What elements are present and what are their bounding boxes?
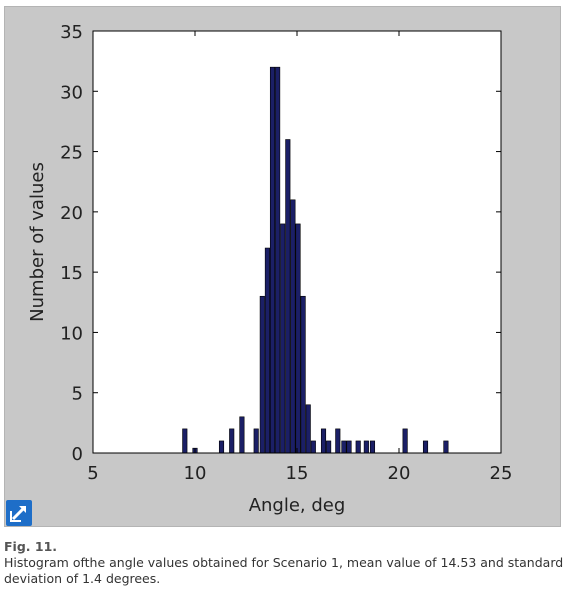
- histogram-bar: [275, 66, 281, 454]
- histogram-bar: [355, 440, 361, 454]
- histogram-bar: [320, 428, 327, 454]
- x-tick-label: 10: [184, 463, 207, 484]
- histogram-bar: [335, 428, 341, 454]
- x-axis-label: Angle, deg: [249, 495, 346, 516]
- histogram-bar: [363, 440, 369, 454]
- histogram-bar: [295, 223, 301, 454]
- histogram-bar: [369, 440, 376, 454]
- histogram-bar: [259, 295, 265, 454]
- histogram-bar: [402, 428, 408, 454]
- x-tick-label: 15: [286, 463, 309, 484]
- figure-label: Fig. 11.: [4, 539, 58, 554]
- y-tick-label: 15: [60, 263, 83, 284]
- histogram-bar: [280, 223, 286, 454]
- histogram-bar: [285, 139, 291, 454]
- histogram-bar: [310, 440, 316, 454]
- histogram-bar: [229, 428, 235, 454]
- histogram-bar: [218, 440, 225, 454]
- figure-caption-text: Histogram ofthe angle values obtained fo…: [4, 555, 564, 586]
- y-tick-label: 35: [60, 22, 83, 43]
- histogram-bar: [182, 428, 188, 454]
- histogram-bar: [341, 440, 347, 454]
- histogram-bar: [305, 404, 311, 454]
- histogram-bar: [290, 199, 296, 454]
- y-tick-label: 10: [60, 323, 83, 344]
- x-tick-label: 25: [490, 463, 513, 484]
- expand-arrow-icon: [10, 506, 26, 522]
- y-axis-label: Number of values: [27, 162, 48, 322]
- histogram-bar: [443, 440, 449, 454]
- figure-frame: 5 10 15 20 25 0 5 10 15 20 25 30 35 Angle, deg Number …: [4, 6, 561, 527]
- y-tick-label: 5: [72, 384, 83, 405]
- histogram-bar: [300, 295, 306, 454]
- x-tick-label: 5: [87, 463, 98, 484]
- histogram-bar: [422, 440, 429, 454]
- expand-figure-button[interactable]: [6, 500, 32, 526]
- histogram-bar: [264, 247, 270, 454]
- histogram-bar: [239, 416, 245, 454]
- y-tick-label: 0: [72, 444, 83, 465]
- y-tick-label: 20: [60, 203, 83, 224]
- x-tick-label: 20: [388, 463, 411, 484]
- histogram-bar: [253, 428, 259, 454]
- histogram-bar: [326, 440, 332, 454]
- y-tick-label: 25: [60, 143, 83, 164]
- figure-caption: Fig. 11. Histogram ofthe angle values ob…: [4, 539, 564, 587]
- histogram-bar: [269, 66, 276, 454]
- y-tick-label: 30: [60, 82, 83, 103]
- histogram-bar: [346, 440, 352, 454]
